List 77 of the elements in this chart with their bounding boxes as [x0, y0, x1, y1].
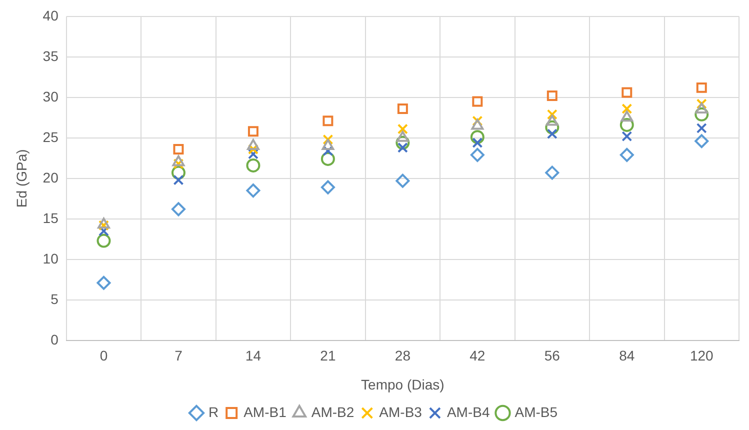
- x-tick-label: 56: [544, 348, 560, 364]
- point: [472, 138, 483, 148]
- point: [696, 122, 707, 134]
- point: [622, 104, 632, 114]
- point: [546, 90, 558, 102]
- x-tick-label: 14: [245, 348, 262, 364]
- point: [397, 104, 408, 114]
- x-tick-label: 120: [690, 348, 714, 364]
- x-tick-label: 28: [394, 348, 411, 364]
- x-tick-label: 42: [470, 348, 486, 364]
- point: [173, 158, 184, 170]
- legend-label: AM-B2: [311, 404, 354, 420]
- point: [622, 131, 632, 142]
- point: [545, 120, 560, 134]
- x-tick-label: 21: [320, 348, 336, 364]
- point: [322, 146, 334, 156]
- point: [320, 152, 335, 166]
- point: [173, 174, 184, 186]
- y-tick-label: 10: [42, 250, 59, 266]
- point: [471, 118, 484, 130]
- y-tick-label: 20: [42, 169, 59, 186]
- y-tick-label: 5: [50, 290, 59, 307]
- point: [246, 158, 260, 172]
- point: [96, 234, 111, 248]
- legend-label: AM-B3: [379, 404, 422, 420]
- point: [472, 116, 483, 126]
- x-axis-title: Tempo (Dias): [361, 376, 444, 392]
- point: [696, 98, 707, 110]
- point: [622, 87, 632, 98]
- x-tick-label: 84: [619, 348, 635, 364]
- point: [322, 116, 334, 126]
- point: [322, 134, 334, 145]
- point: [545, 166, 560, 180]
- point: [396, 136, 410, 150]
- legend-label: AM-B5: [514, 404, 558, 420]
- point: [171, 166, 186, 180]
- legend-label: AM-B1: [244, 404, 287, 420]
- point: [96, 276, 111, 290]
- y-tick-label: 40: [42, 7, 59, 24]
- point: [695, 102, 708, 114]
- point: [546, 109, 558, 120]
- point: [98, 226, 109, 236]
- point: [397, 124, 408, 134]
- legend-label: AM-B4: [446, 404, 490, 420]
- y-tick-label: 15: [42, 210, 59, 226]
- point: [248, 148, 258, 160]
- point: [171, 202, 186, 216]
- point: [248, 144, 258, 154]
- point: [620, 148, 634, 162]
- y-axis-title: Ed (GPa): [13, 149, 30, 208]
- point: [173, 144, 184, 154]
- point: [246, 184, 260, 198]
- point: [396, 130, 409, 142]
- point: [172, 155, 185, 166]
- point: [620, 118, 634, 132]
- point: [98, 218, 110, 229]
- point: [396, 174, 410, 188]
- point: [696, 82, 707, 93]
- x-tick-label: 7: [174, 348, 183, 364]
- x-tick-label: 0: [100, 348, 108, 364]
- y-tick-label: 30: [42, 88, 59, 104]
- point: [470, 130, 484, 144]
- point: [248, 126, 258, 137]
- y-tick-label: 35: [42, 48, 59, 64]
- point: [470, 148, 484, 162]
- point: [320, 180, 335, 194]
- point: [322, 139, 334, 150]
- point: [247, 139, 260, 150]
- point: [694, 134, 709, 148]
- y-tick-label: 25: [42, 128, 59, 145]
- point: [546, 114, 558, 126]
- point: [694, 107, 709, 122]
- point: [546, 128, 558, 140]
- y-tick-label: 0: [50, 331, 59, 348]
- legend-label: R: [208, 404, 219, 420]
- point: [620, 110, 634, 122]
- point: [472, 96, 483, 107]
